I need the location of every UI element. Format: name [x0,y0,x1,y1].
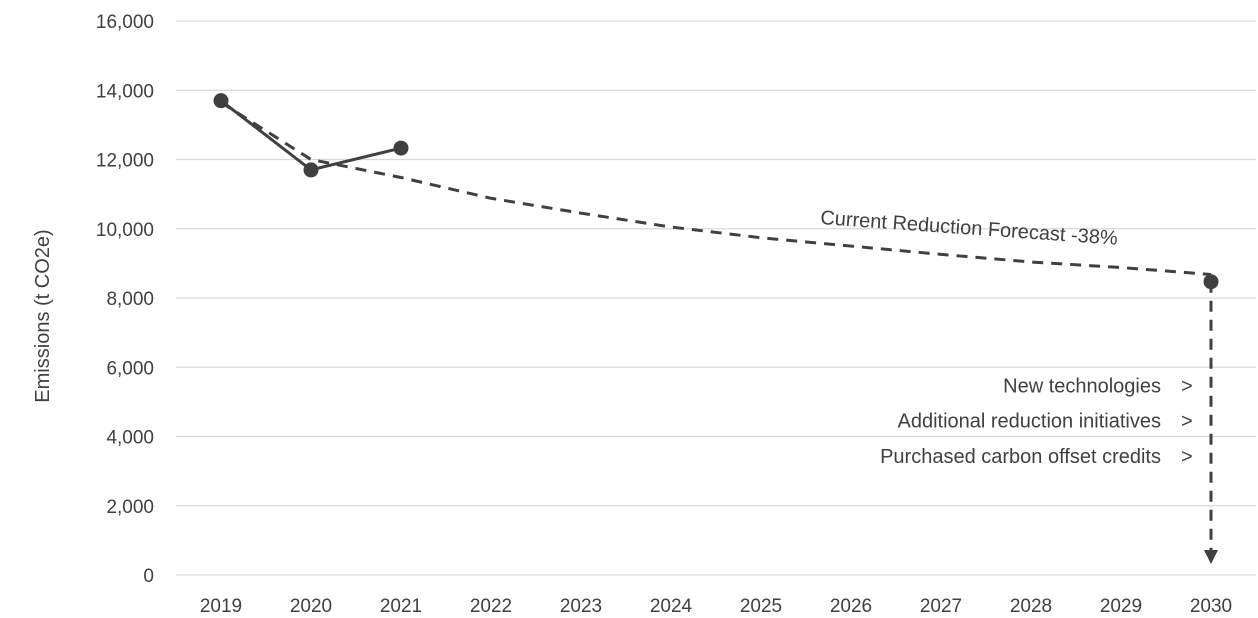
reduction-item-label: Additional reduction initiatives [898,411,1162,433]
x-tick-label: 2019 [200,596,242,617]
y-tick-label: 6,000 [106,358,154,379]
reduction-item-label: New technologies [1003,375,1161,397]
gridlines [176,20,1256,576]
x-tick-label: 2026 [830,596,872,617]
y-tick-labels: 0 2,000 4,000 6,000 8,000 10,000 12,000 14,000 1… [96,12,154,587]
chevron-marker: > [1181,446,1193,468]
forecast-annotation: Current Reduction Forecast -38% [820,207,1119,250]
x-tick-label: 2020 [290,596,332,617]
y-tick-label: 4,000 [106,428,154,449]
x-tick-label: 2023 [560,596,602,617]
target-point [1203,274,1219,290]
chart-marks [213,93,1219,564]
y-tick-label: 0 [143,566,154,587]
forecast-line [220,101,1212,276]
y-tick-label: 12,000 [96,151,154,172]
x-tick-label: 2024 [650,596,693,617]
x-tick-label: 2022 [470,596,512,617]
actual-point [213,93,229,109]
reduction-items: New technologies > Additional reduction in… [880,375,1193,468]
y-tick-label: 8,000 [106,289,154,310]
y-axis-title: Emissions (t CO2e) [32,229,54,402]
x-tick-label: 2028 [1010,596,1052,617]
chevron-marker: > [1181,411,1193,433]
chevron-marker: > [1181,375,1193,397]
actual-point [393,140,409,156]
x-tick-label: 2025 [740,596,782,617]
x-tick-label: 2021 [380,596,422,617]
reduction-item-label: Purchased carbon offset credits [880,446,1161,468]
x-tick-label: 2030 [1190,596,1232,617]
x-tick-labels: 2019 2020 2021 2022 2023 2024 2025 2026 2027 2028… [200,596,1232,617]
y-tick-label: 10,000 [96,220,154,241]
reduction-arrow-head [1204,550,1218,564]
y-tick-label: 16,000 [96,12,154,33]
x-tick-label: 2029 [1100,596,1142,617]
x-tick-label: 2027 [920,596,962,617]
y-tick-label: 2,000 [106,497,154,518]
y-tick-label: 14,000 [96,81,154,102]
actual-point [303,162,319,178]
